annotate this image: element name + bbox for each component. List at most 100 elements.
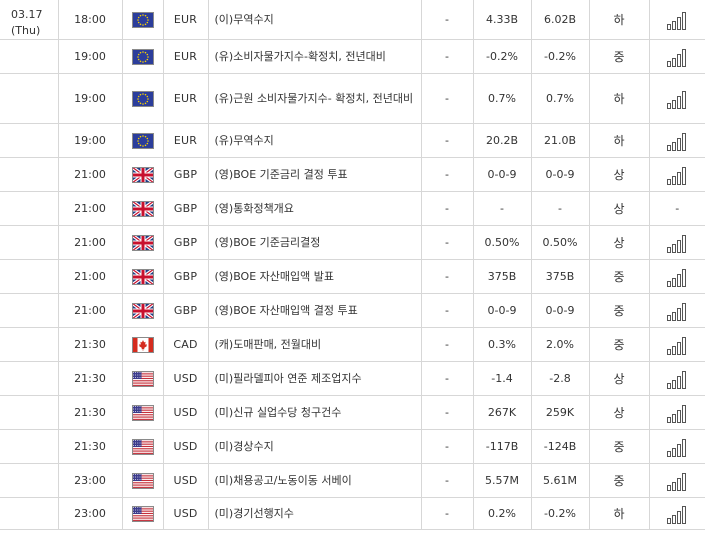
forecast-value: 0-0-9: [472, 293, 532, 328]
event-time: 21:30: [57, 327, 123, 362]
bar-chart-icon[interactable]: [666, 437, 688, 457]
chart-cell: [648, 259, 705, 294]
bar-chart-icon[interactable]: [666, 369, 688, 389]
forecast-value: 0-0-9: [472, 157, 532, 192]
importance-level: 상: [588, 225, 650, 260]
bar-chart-icon[interactable]: [666, 165, 688, 185]
table-row: 23:00 USD (미)채용공고/노동이동 서베이 -5.57M 5.61M 중: [0, 463, 705, 498]
previous-value: -: [420, 157, 474, 192]
bar-chart-icon[interactable]: [666, 131, 688, 151]
event-name: (영)BOE 자산매입액 발표: [207, 259, 422, 294]
importance-level: 하: [588, 73, 650, 124]
date-day: 03.17: [11, 8, 43, 21]
event-time: 19:00: [57, 39, 123, 74]
table-row: 21:30 USD (미)경상수지 - -117B -124B 중: [0, 429, 705, 464]
previous-value: -: [420, 395, 474, 430]
event-name: (미)채용공고/노동이동 서베이: [207, 463, 422, 498]
previous-value: -: [420, 0, 474, 40]
forecast-value: -117B: [472, 429, 532, 464]
uk-flag-icon: [131, 302, 154, 319]
flag-cell: [121, 123, 164, 158]
currency-code: EUR: [162, 39, 209, 74]
currency-code: EUR: [162, 123, 209, 158]
previous-value: -: [420, 123, 474, 158]
chart-cell: [648, 497, 705, 530]
date-cell: [0, 123, 59, 158]
table-row: 21:00 GBP (영)통화정책개요 - - - 상 -: [0, 191, 705, 226]
event-time: 19:00: [57, 73, 123, 124]
forecast-value: 0.2%: [472, 497, 532, 530]
actual-value: 5.61M: [530, 463, 590, 498]
event-name: (미)필라델피아 연준 제조업지수: [207, 361, 422, 396]
bar-chart-icon[interactable]: [666, 504, 688, 524]
date-cell: [0, 259, 59, 294]
previous-value: -: [420, 39, 474, 74]
actual-value: -0.2%: [530, 39, 590, 74]
importance-level: 중: [588, 429, 650, 464]
flag-cell: [121, 327, 164, 362]
bar-chart-icon[interactable]: [666, 47, 688, 67]
event-name: (미)신규 실업수당 청구건수: [207, 395, 422, 430]
event-name: (영)BOE 기준금리 결정 투표: [207, 157, 422, 192]
flag-cell: [121, 293, 164, 328]
chart-cell: [648, 39, 705, 74]
date-cell: [0, 225, 59, 260]
bar-chart-icon[interactable]: [666, 335, 688, 355]
bar-chart-icon[interactable]: [666, 301, 688, 321]
actual-value: -124B: [530, 429, 590, 464]
bar-chart-icon[interactable]: [666, 10, 688, 30]
date-cell: [0, 395, 59, 430]
date-cell: [0, 39, 59, 74]
forecast-value: 375B: [472, 259, 532, 294]
previous-value: -: [420, 225, 474, 260]
table-row: 21:30 USD (미)신규 실업수당 청구건수 -267K 259K 상: [0, 395, 705, 430]
eu-flag-icon: [131, 48, 154, 65]
event-time: 21:30: [57, 429, 123, 464]
flag-cell: [121, 395, 164, 430]
table-row: 21:00 GBP (영)BOE 기준금리 결정 투표 -0-0-9 0-0-9 상: [0, 157, 705, 192]
forecast-value: 5.57M: [472, 463, 532, 498]
importance-level: 상: [588, 157, 650, 192]
flag-cell: [121, 73, 164, 124]
event-name: (유)소비자물가지수-확정치, 전년대비: [207, 39, 422, 74]
event-time: 21:00: [57, 225, 123, 260]
bar-chart-icon[interactable]: [666, 267, 688, 287]
bar-chart-icon[interactable]: [666, 403, 688, 423]
flag-cell: [121, 225, 164, 260]
previous-value: -: [420, 73, 474, 124]
actual-value: 0.50%: [530, 225, 590, 260]
table-row: 19:00 EUR (유)무역수지 -20.2B 21.0B 하: [0, 123, 705, 158]
chart-cell: [648, 123, 705, 158]
chart-unavailable: -: [648, 191, 705, 226]
date-cell: [0, 497, 59, 530]
chart-cell: [648, 0, 705, 40]
table-row: 19:00 EUR (유)근원 소비자물가지수- 확정치, 전년대비 -0.7% 0.7…: [0, 73, 705, 124]
date-cell: [0, 293, 59, 328]
actual-value: 2.0%: [530, 327, 590, 362]
actual-value: 6.02B: [530, 0, 590, 40]
importance-level: 중: [588, 259, 650, 294]
date-cell: [0, 361, 59, 396]
event-name: (미)경기선행지수: [207, 497, 422, 530]
importance-level: 중: [588, 293, 650, 328]
bar-chart-icon[interactable]: [666, 471, 688, 491]
event-time: 21:00: [57, 293, 123, 328]
forecast-value: 4.33B: [472, 0, 532, 40]
chart-cell: [648, 225, 705, 260]
flag-cell: [121, 0, 164, 40]
currency-code: USD: [162, 497, 209, 530]
event-time: 21:00: [57, 191, 123, 226]
currency-code: GBP: [162, 259, 209, 294]
chart-cell: [648, 463, 705, 498]
eu-flag-icon: [131, 11, 154, 28]
event-name: (이)무역수지: [207, 0, 422, 40]
chart-cell: [648, 429, 705, 464]
previous-value: -: [420, 361, 474, 396]
actual-value: 0.7%: [530, 73, 590, 124]
actual-value: -: [530, 191, 590, 226]
table-row: 03.17 (Thu) 18:00 EUR (이)무역수지 -4.33B 6.02B 하: [0, 0, 705, 40]
bar-chart-icon[interactable]: [666, 89, 688, 109]
bar-chart-icon[interactable]: [666, 233, 688, 253]
currency-code: GBP: [162, 191, 209, 226]
